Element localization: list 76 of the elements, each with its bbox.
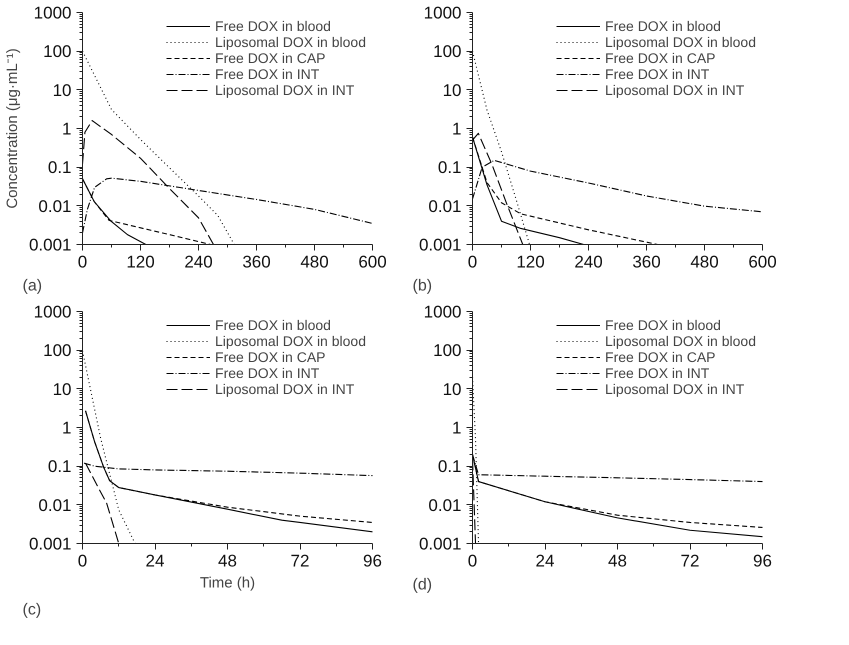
y-tick-label: 0.1 bbox=[438, 158, 462, 178]
text: (b) bbox=[412, 278, 432, 294]
y-tick-label: 10 bbox=[52, 380, 72, 399]
y-tick-label: 10 bbox=[442, 380, 462, 399]
x-tick-label: 600 bbox=[748, 252, 777, 272]
x-tick-label: 0 bbox=[468, 552, 478, 570]
text: (a) bbox=[22, 278, 42, 294]
legend-label: Free DOX in CAP bbox=[215, 50, 326, 66]
y-tick-label: 100 bbox=[433, 42, 462, 62]
legend-label: Free DOX in INT bbox=[605, 365, 710, 381]
legend-label: Free DOX in CAP bbox=[605, 349, 716, 365]
x-tick-label: 0 bbox=[468, 252, 478, 272]
x-tick-label: 360 bbox=[242, 252, 271, 272]
x-tick-label: 360 bbox=[632, 252, 661, 272]
legend-label: Free DOX in INT bbox=[605, 66, 710, 82]
y-tick-label: 1000 bbox=[34, 302, 72, 322]
x-tick-label: 96 bbox=[753, 552, 772, 570]
y-tick-label: 100 bbox=[433, 341, 462, 360]
x-tick-label: 0 bbox=[78, 252, 88, 272]
y-tick-label: 0.001 bbox=[28, 534, 72, 554]
legend-label: Free DOX in blood bbox=[605, 18, 721, 34]
y-tick-label: 1000 bbox=[424, 302, 462, 322]
text: (c) bbox=[22, 602, 42, 618]
x-tick-label: 600 bbox=[358, 252, 387, 272]
x-tick-label: 96 bbox=[363, 552, 382, 570]
legend-label: Liposomal DOX in blood bbox=[215, 34, 366, 50]
y-tick-label: 0.001 bbox=[418, 534, 462, 554]
y-tick-label: 100 bbox=[43, 42, 72, 62]
y-tick-label: 1 bbox=[62, 120, 72, 138]
x-tick-label: 120 bbox=[516, 252, 545, 272]
y-tick-label: 10 bbox=[52, 80, 72, 100]
x-tick-label: 0 bbox=[78, 552, 88, 570]
legend-label: Liposomal DOX in INT bbox=[605, 381, 744, 397]
legend-label: Free DOX in blood bbox=[215, 317, 331, 333]
legend-label: Liposomal DOX in INT bbox=[605, 82, 744, 98]
y-tick-label: 1 bbox=[452, 120, 462, 138]
y-tick-label: 0.01 bbox=[38, 496, 72, 515]
y-tick-label: 0.1 bbox=[48, 457, 72, 476]
x-tick-label: 48 bbox=[608, 552, 627, 570]
y-tick-label: 10 bbox=[442, 80, 462, 100]
x-tick-label: 240 bbox=[574, 252, 603, 272]
y-tick-label: 1000 bbox=[424, 4, 462, 22]
x-tick-label: 72 bbox=[680, 552, 700, 570]
y-tick-label: 0.001 bbox=[418, 236, 462, 254]
legend-label: Liposomal DOX in blood bbox=[605, 34, 756, 50]
y-tick-label: 0.01 bbox=[428, 496, 462, 515]
legend-label: Free DOX in CAP bbox=[215, 349, 326, 365]
legend-label: Liposomal DOX in INT bbox=[215, 82, 354, 98]
legend-label: Free DOX in blood bbox=[215, 18, 331, 34]
text: (d) bbox=[412, 576, 432, 594]
legend-label: Free DOX in INT bbox=[215, 66, 320, 82]
x-axis-title: Time (h) bbox=[200, 574, 256, 592]
x-tick-label: 240 bbox=[184, 252, 213, 272]
x-tick-label: 120 bbox=[126, 252, 155, 272]
y-tick-label: 1 bbox=[452, 418, 462, 438]
y-tick-label: 100 bbox=[43, 341, 72, 360]
y-tick-label: 0.001 bbox=[28, 236, 72, 254]
x-tick-label: 480 bbox=[690, 252, 719, 272]
y-tick-label: 0.01 bbox=[38, 196, 72, 216]
y-tick-label: 0.01 bbox=[428, 196, 462, 216]
x-tick-label: 24 bbox=[146, 552, 164, 570]
y-tick-label: 0.1 bbox=[438, 457, 462, 476]
legend-label: Liposomal DOX in blood bbox=[215, 333, 366, 349]
y-tick-label: 0.1 bbox=[48, 158, 72, 178]
legend-label: Liposomal DOX in INT bbox=[215, 381, 354, 397]
legend-label: Free DOX in blood bbox=[605, 317, 721, 333]
y-tick-label: 1 bbox=[62, 418, 72, 438]
y-tick-label: 1000 bbox=[34, 4, 72, 22]
legend-label: Free DOX in CAP bbox=[605, 50, 716, 66]
x-tick-label: 72 bbox=[290, 552, 310, 570]
x-tick-label: 24 bbox=[536, 552, 554, 570]
x-tick-label: 48 bbox=[218, 552, 237, 570]
y-axis-title: Concentration (μg·mL⁻¹) bbox=[4, 48, 21, 209]
legend-label: Free DOX in INT bbox=[215, 365, 320, 381]
x-tick-label: 480 bbox=[300, 252, 329, 272]
legend-label: Liposomal DOX in blood bbox=[605, 333, 756, 349]
